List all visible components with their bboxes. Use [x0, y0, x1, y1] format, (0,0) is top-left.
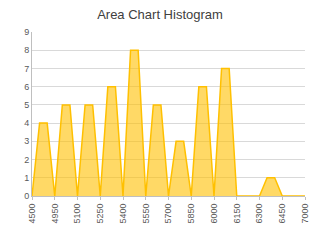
svg-text:5100: 5100	[72, 204, 82, 224]
svg-text:4950: 4950	[50, 204, 60, 224]
svg-text:4500: 4500	[27, 204, 37, 224]
svg-text:8: 8	[24, 45, 29, 55]
svg-text:5700: 5700	[163, 204, 173, 224]
svg-text:5400: 5400	[118, 204, 128, 224]
svg-text:6300: 6300	[254, 204, 264, 224]
svg-text:3: 3	[24, 136, 29, 146]
svg-text:2: 2	[24, 155, 29, 165]
svg-text:5550: 5550	[141, 204, 151, 224]
svg-text:5250: 5250	[95, 204, 105, 224]
svg-text:6: 6	[24, 82, 29, 92]
svg-text:5850: 5850	[186, 204, 196, 224]
svg-text:9: 9	[24, 27, 29, 37]
svg-text:1: 1	[24, 173, 29, 183]
svg-text:4: 4	[24, 118, 29, 128]
svg-text:6450: 6450	[277, 204, 287, 224]
svg-text:7000: 7000	[300, 204, 310, 224]
svg-text:Area Chart Histogram: Area Chart Histogram	[97, 7, 223, 22]
svg-text:6000: 6000	[209, 204, 219, 224]
svg-text:7: 7	[24, 64, 29, 74]
svg-text:0: 0	[24, 191, 29, 201]
svg-text:6150: 6150	[232, 204, 242, 224]
svg-text:5: 5	[24, 100, 29, 110]
